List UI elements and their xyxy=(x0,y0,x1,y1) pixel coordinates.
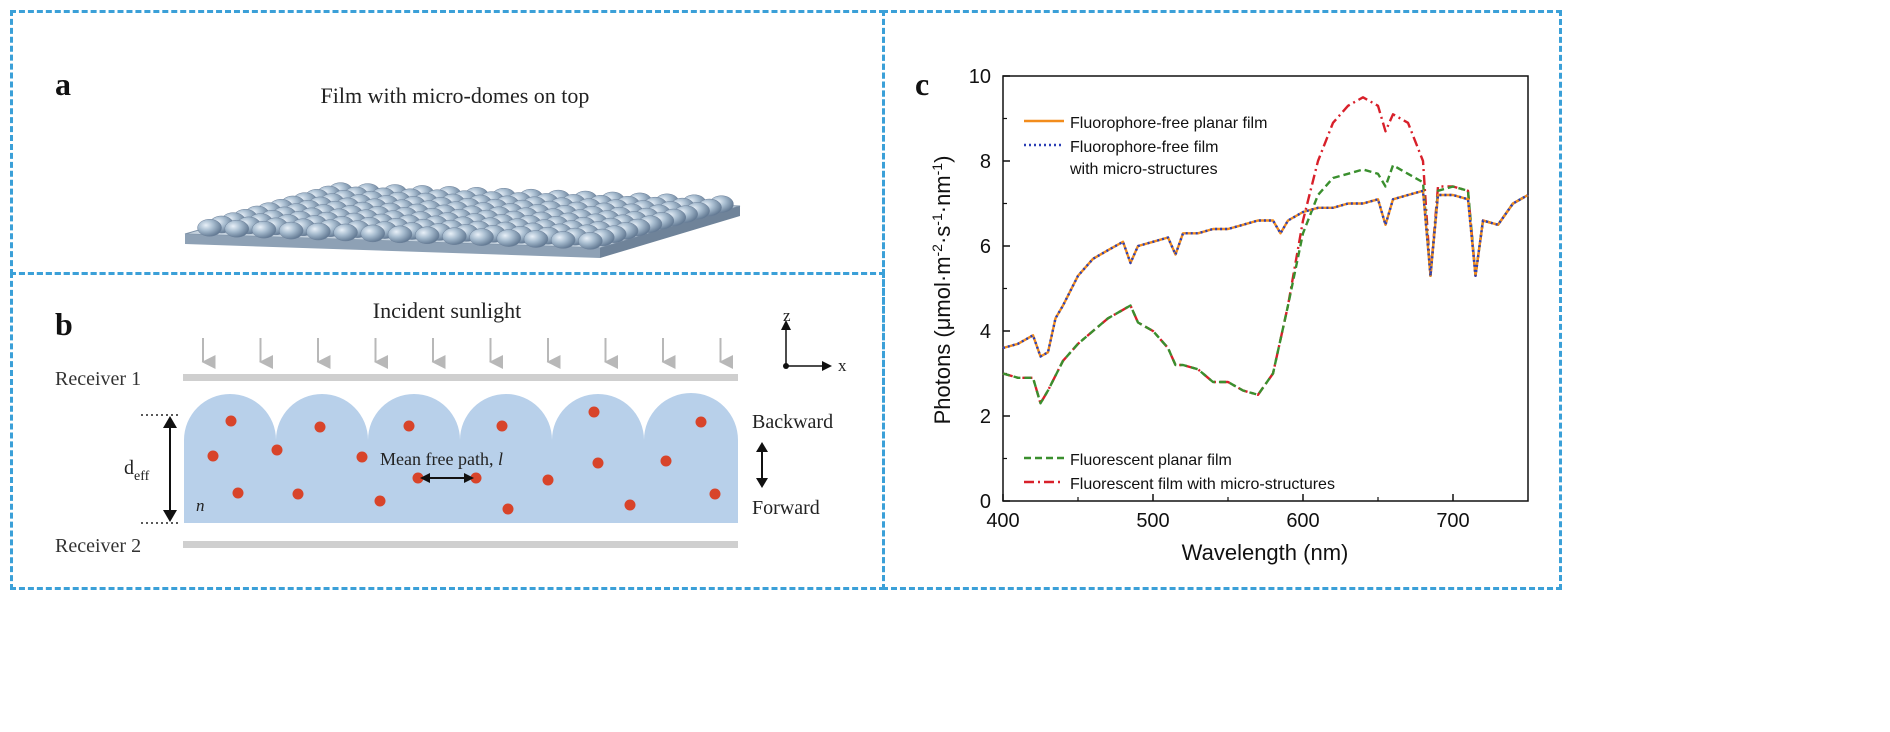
panel-c-border xyxy=(882,10,1562,590)
x-tick-label: 600 xyxy=(1286,510,1319,532)
y-tick-label: 0 xyxy=(980,491,991,513)
scatterer-particle xyxy=(496,420,508,432)
scatterer-particle xyxy=(403,420,415,432)
scatterer-particle xyxy=(374,495,386,507)
scatterer-particle xyxy=(412,472,424,484)
y-tick-label: 4 xyxy=(980,321,991,343)
micro-dome xyxy=(306,222,331,241)
axis-z-label: z xyxy=(783,306,791,325)
scatterer-particle xyxy=(542,474,554,486)
refractive-index-label: n xyxy=(196,496,205,515)
receiver-1-bar xyxy=(183,374,738,381)
x-tick-label: 500 xyxy=(1136,510,1169,532)
legend-label: Fluorescent planar film xyxy=(1070,452,1232,469)
x-tick-label: 400 xyxy=(986,510,1019,532)
micro-dome xyxy=(442,227,467,245)
y-tick-label: 2 xyxy=(980,406,991,428)
receiver-1-label: Receiver 1 xyxy=(55,368,141,390)
scatterer-particle xyxy=(624,499,636,511)
y-tick-label: 10 xyxy=(969,66,991,88)
forward-label: Forward xyxy=(752,497,820,519)
scatterer-particle xyxy=(292,488,304,500)
legend-label: Fluorophore-free planar film xyxy=(1070,115,1267,132)
scatterer-particle xyxy=(232,487,244,499)
x-tick-label: 700 xyxy=(1436,510,1469,532)
legend-label: Fluorescent film with micro-structures xyxy=(1070,476,1335,493)
micro-dome xyxy=(278,221,304,240)
sunlight-arrows xyxy=(201,338,734,369)
x-axis-label: Wavelength (nm) xyxy=(1182,540,1349,565)
panel-c-letter: c xyxy=(915,66,929,102)
series-line xyxy=(1002,189,1529,358)
scatterer-particle xyxy=(271,444,283,456)
micro-dome xyxy=(469,228,494,246)
receiver-2-bar xyxy=(183,541,738,548)
scatterer-particle xyxy=(660,455,672,467)
panel-b-letter: b xyxy=(55,306,73,342)
receiver-2-label: Receiver 2 xyxy=(55,535,141,557)
scatterer-particle xyxy=(356,451,368,463)
y-tick-label: 8 xyxy=(980,151,991,173)
scatterer-particle xyxy=(502,503,514,515)
micro-dome xyxy=(414,226,440,245)
y-axis-label: Photons (μmol·m-2·s-1·nm-1) xyxy=(929,156,955,425)
micro-dome xyxy=(251,220,277,239)
scatterer-particle xyxy=(314,421,326,433)
backward-label: Backward xyxy=(752,411,833,433)
scatterer-particles xyxy=(207,406,721,515)
micro-dome xyxy=(578,232,603,250)
mean-free-path-label: Mean free path, l xyxy=(380,449,503,469)
scatterer-particle xyxy=(592,457,604,469)
micro-dome xyxy=(197,219,222,237)
scatterer-particle xyxy=(588,406,600,418)
deff-label: deff xyxy=(124,457,150,484)
series-line xyxy=(1002,189,1529,358)
legend-label: Fluorophore-free film xyxy=(1070,139,1219,156)
micro-dome xyxy=(333,223,358,242)
series-line xyxy=(1002,164,1529,405)
micro-dome-film xyxy=(184,182,741,258)
coordinate-axes: z x xyxy=(781,306,847,375)
photon-spectrum-chart: 400 500 600 700 0 2 4 6 8 10 Fluorophore-free pla… xyxy=(929,66,1529,565)
y-tick-label: 6 xyxy=(980,236,991,258)
axis-x-label: x xyxy=(838,356,847,375)
micro-dome xyxy=(360,224,386,243)
scatterer-particle xyxy=(225,415,237,427)
micro-dome xyxy=(224,219,250,238)
panel-a-title: Film with micro-domes on top xyxy=(321,83,590,108)
panel-a-letter: a xyxy=(55,66,71,102)
scatterer-particle xyxy=(470,472,482,484)
incident-sunlight-label: Incident sunlight xyxy=(373,298,521,323)
scatterer-particle xyxy=(695,416,707,428)
scatterer-particle xyxy=(207,450,219,462)
legend-label: with micro-structures xyxy=(1069,161,1218,178)
scatterer-particle xyxy=(709,488,721,500)
micro-dome xyxy=(496,229,522,247)
micro-dome xyxy=(550,231,576,249)
micro-dome xyxy=(523,230,549,248)
micro-dome xyxy=(387,225,413,244)
